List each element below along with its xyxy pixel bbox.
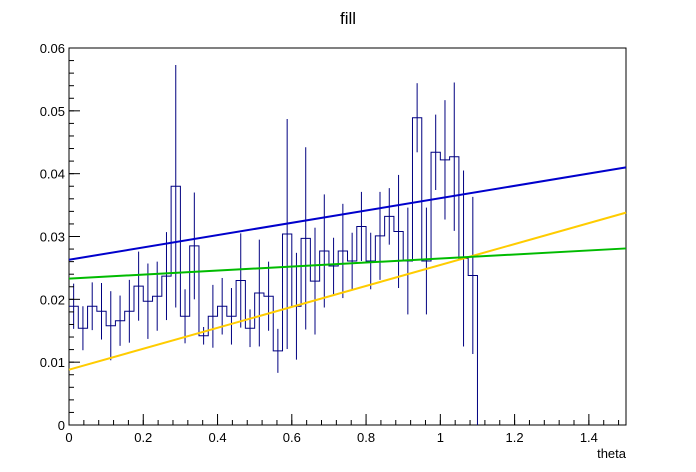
x-tick-label: 0.4: [208, 430, 226, 445]
histogram-outline: [69, 117, 478, 425]
x-tick-label: 1.4: [580, 430, 598, 445]
y-tick-label: 0.06: [40, 41, 65, 56]
y-tick-label: 0.05: [40, 104, 65, 119]
fit-line-1: [68, 166, 627, 261]
y-tick-label: 0.02: [40, 292, 65, 307]
y-tick-label: 0.03: [40, 230, 65, 245]
x-axis-label: theta: [597, 446, 627, 461]
x-tick-label: 0.2: [134, 430, 152, 445]
y-tick-label: 0.01: [40, 355, 65, 370]
fit-line-3: [68, 247, 627, 280]
histogram: [69, 64, 478, 425]
y-tick-label: 0.04: [40, 167, 65, 182]
x-tick-label: 0: [65, 430, 72, 445]
y-tick-label: 0: [58, 418, 65, 433]
fit-line-2: [68, 211, 627, 371]
x-tick-label: 1.2: [506, 430, 524, 445]
x-tick-label: 1: [437, 430, 444, 445]
x-tick-label: 0.6: [283, 430, 301, 445]
chart-title: fill: [340, 9, 356, 28]
x-tick-label: 0.8: [357, 430, 375, 445]
